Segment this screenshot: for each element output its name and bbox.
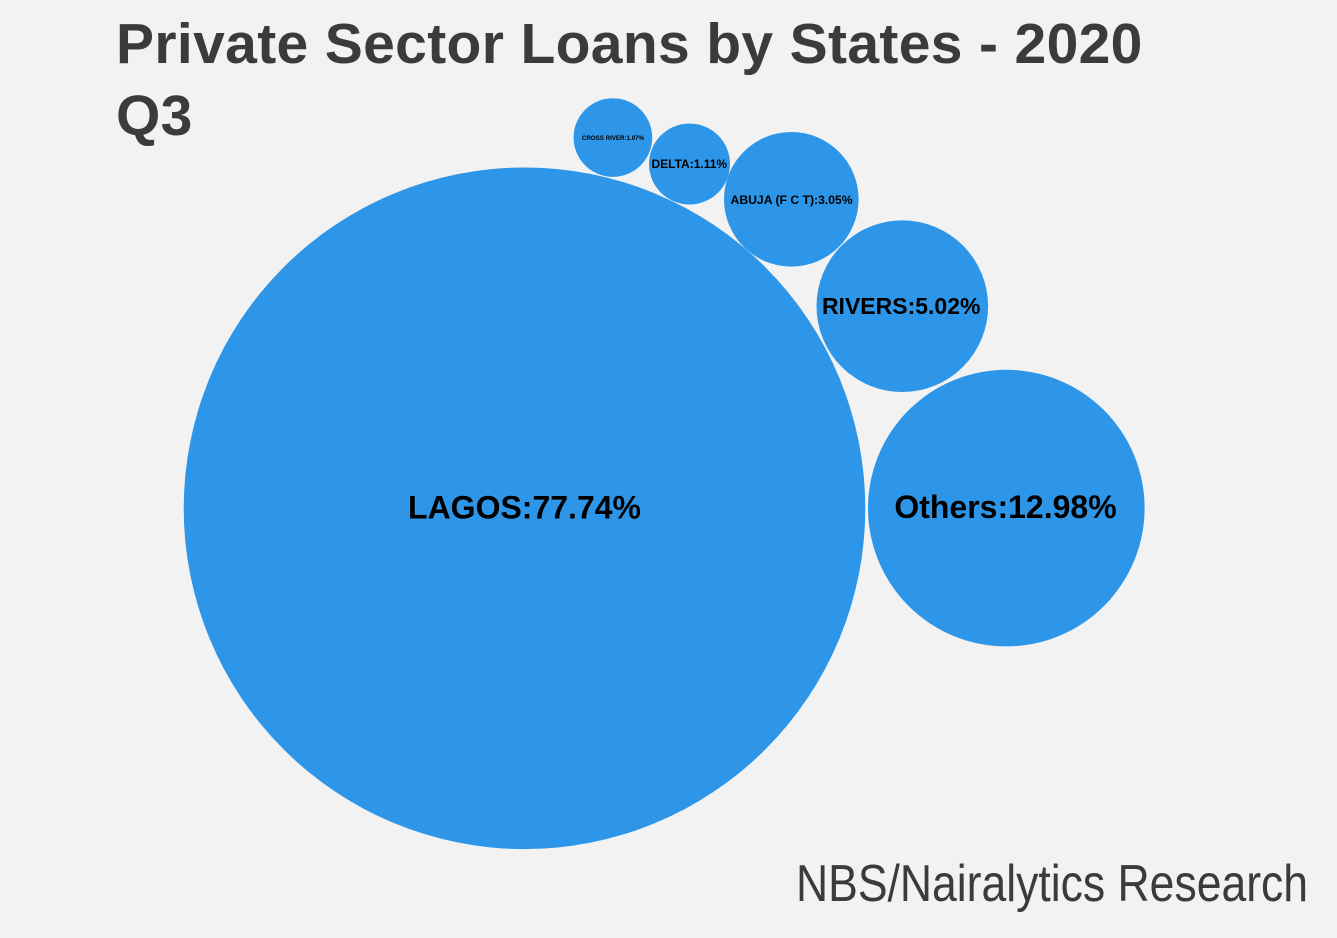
svg-text:RIVERS:5.02%: RIVERS:5.02% (822, 293, 981, 319)
svg-text:DELTA:1.11%: DELTA:1.11% (652, 157, 728, 171)
svg-text:LAGOS:77.74%: LAGOS:77.74% (408, 489, 641, 525)
svg-text:ABUJA (F C T):3.05%: ABUJA (F C T):3.05% (731, 193, 853, 207)
svg-text:CROSS RIVER:1.07%: CROSS RIVER:1.07% (582, 135, 645, 142)
svg-text:Others:12.98%: Others:12.98% (894, 489, 1116, 525)
